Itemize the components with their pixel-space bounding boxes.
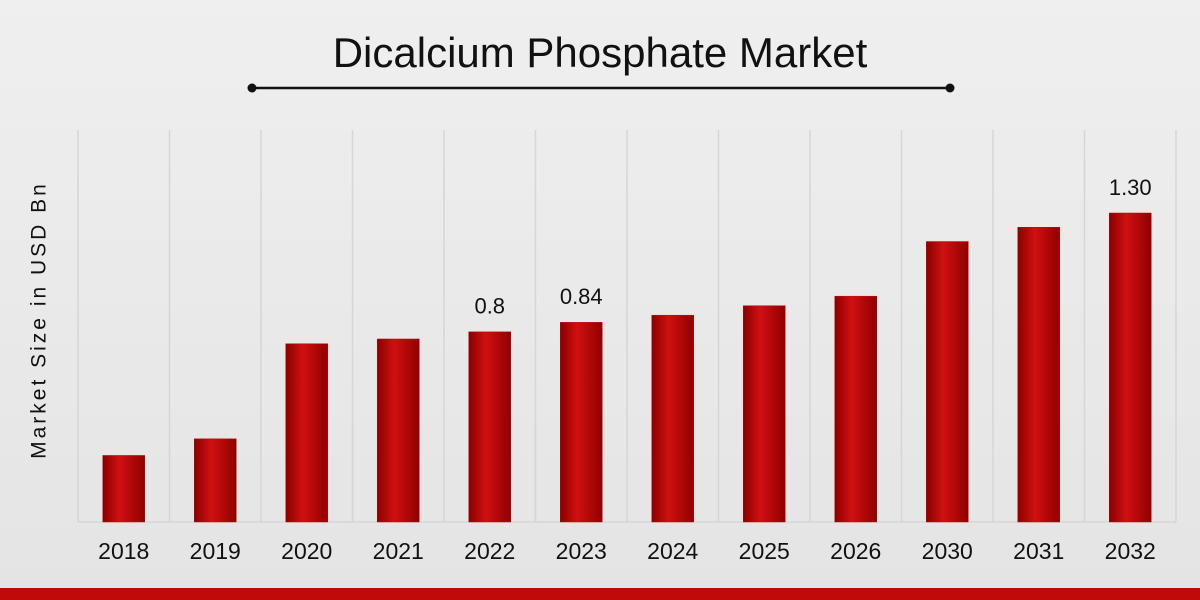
bar [468,331,511,523]
rule-dot [945,83,955,93]
bottom-strip [0,588,1200,600]
x-tick-label: 2025 [739,538,790,564]
bar [743,305,786,523]
bar [926,241,969,523]
x-tick-label: 2032 [1105,538,1156,564]
rule-dot [247,83,257,93]
x-tick-label: 2022 [464,538,515,564]
x-tick-label: 2030 [922,538,973,564]
value-label: 1.30 [1109,175,1152,200]
x-tick-label: 2021 [373,538,424,564]
x-tick-label: 2023 [556,538,607,564]
value-label: 0.8 [474,294,505,319]
value-label: 0.84 [560,284,603,309]
bar [560,322,603,523]
x-tick-label: 2018 [98,538,149,564]
bar [1017,227,1060,523]
x-tick-label: 2020 [281,538,332,564]
x-tick-label: 2026 [830,538,881,564]
bar [651,314,694,523]
chart-title: Dicalcium Phosphate Market [333,29,868,76]
bar [834,295,877,523]
x-tick-label: 2019 [190,538,241,564]
y-axis-label: Market Size in USD Bn [28,181,51,459]
x-tick-label: 2024 [647,538,698,564]
bar [194,438,237,523]
bar [285,343,328,523]
bar [102,455,145,523]
x-tick-label: 2031 [1013,538,1064,564]
bar [377,338,420,523]
bar [1109,212,1152,523]
